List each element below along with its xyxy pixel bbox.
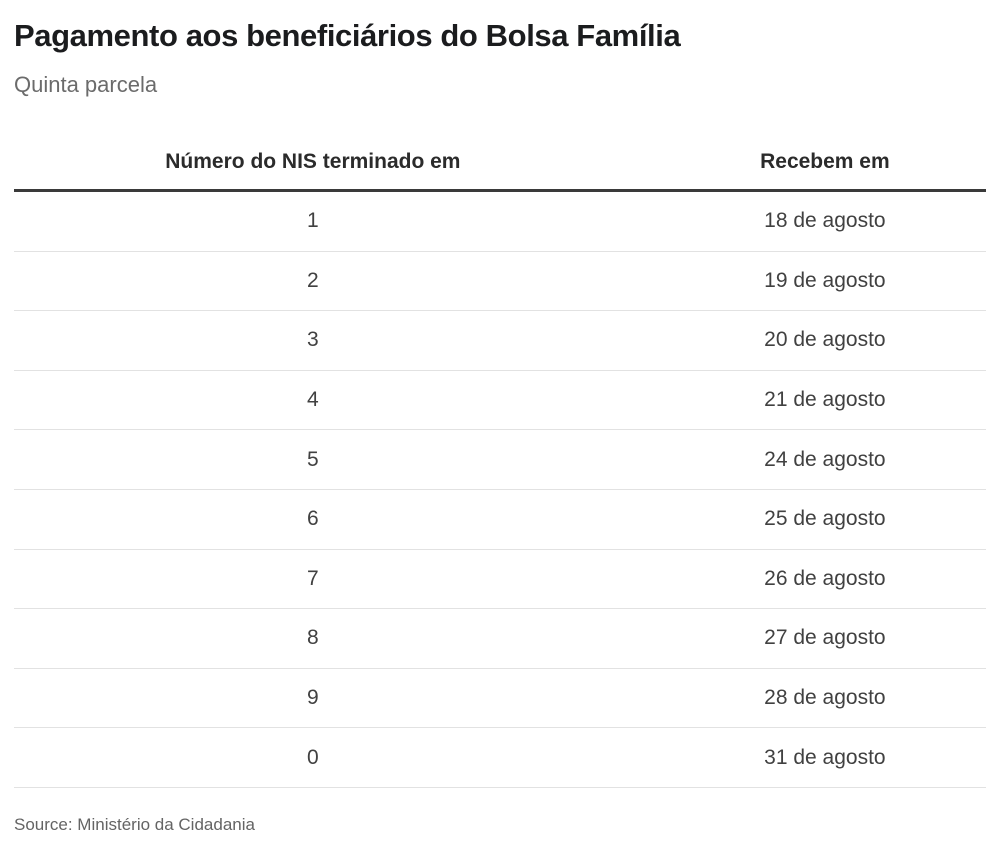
table-row: 3 20 de agosto (14, 311, 986, 371)
nis-digit: 0 (307, 745, 319, 769)
column-header-nis: Número do NIS terminado em (165, 149, 461, 173)
table-row: 6 25 de agosto (14, 490, 986, 550)
receive-date: 27 de agosto (764, 626, 886, 650)
receive-date: 31 de agosto (764, 745, 886, 769)
receive-date: 26 de agosto (764, 566, 886, 590)
nis-digit: 8 (307, 626, 319, 650)
table-row: 4 21 de agosto (14, 371, 986, 431)
receive-date: 21 de agosto (764, 388, 886, 412)
nis-digit: 7 (307, 566, 319, 590)
source-note: Source: Ministério da Cidadania (14, 814, 255, 834)
table-row: 2 19 de agosto (14, 252, 986, 312)
nis-digit: 1 (307, 209, 319, 233)
receive-date: 19 de agosto (764, 268, 886, 292)
receive-date: 28 de agosto (764, 686, 886, 710)
column-header-receive-date: Recebem em (760, 149, 890, 173)
receive-date: 18 de agosto (764, 209, 886, 233)
table-row: 8 27 de agosto (14, 609, 986, 669)
nis-digit: 4 (307, 388, 319, 412)
nis-digit: 6 (307, 507, 319, 531)
nis-digit: 2 (307, 268, 319, 292)
table-row: 5 24 de agosto (14, 430, 986, 490)
receive-date: 24 de agosto (764, 447, 886, 471)
chart-subtitle: Quinta parcela (14, 72, 158, 97)
receive-date: 25 de agosto (764, 507, 886, 531)
table-row: 9 28 de agosto (14, 669, 986, 729)
receive-date: 20 de agosto (764, 328, 886, 352)
table-row: 1 18 de agosto (14, 192, 986, 252)
payment-schedule-table: Número do NIS terminado em Recebem em 1 … (14, 134, 986, 788)
table-row: 0 31 de agosto (14, 728, 986, 788)
table-header-row: Número do NIS terminado em Recebem em (14, 134, 986, 192)
table-row: 7 26 de agosto (14, 550, 986, 610)
nis-digit: 3 (307, 328, 319, 352)
page-title: Pagamento aos beneficiários do Bolsa Fam… (14, 18, 681, 53)
nis-digit: 5 (307, 447, 319, 471)
nis-digit: 9 (307, 686, 319, 710)
